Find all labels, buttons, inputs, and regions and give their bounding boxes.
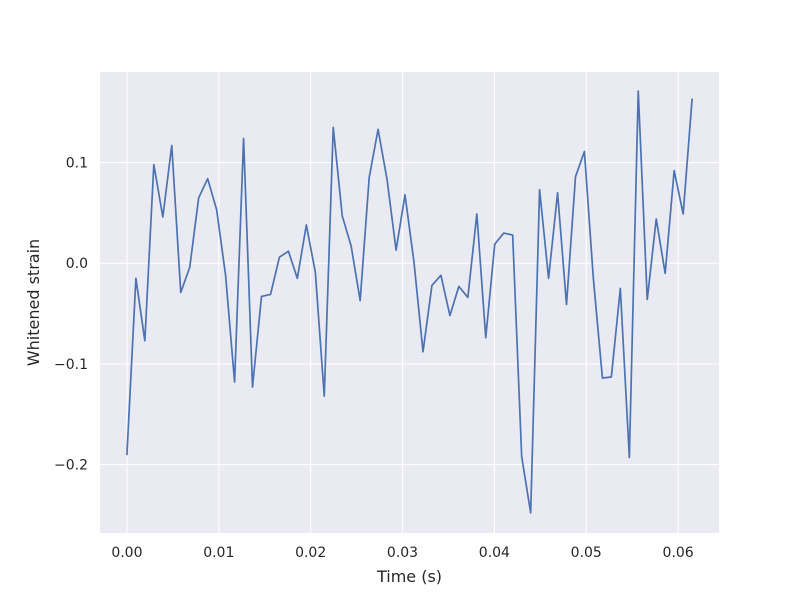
x-tick-label: 0.01: [203, 545, 234, 561]
x-tick-label: 0.05: [571, 545, 602, 561]
y-tick-label: −0.1: [54, 357, 88, 373]
y-tick-label: 0.1: [66, 156, 88, 172]
y-tick-label: −0.2: [54, 458, 88, 474]
grid: [100, 72, 719, 533]
x-tick-label: 0.06: [663, 545, 694, 561]
x-axis-ticks: 0.00 0.01 0.02 0.03 0.04 0.05 0.06: [111, 545, 693, 561]
x-axis-label: Time (s): [376, 567, 442, 586]
y-axis-label: Whitened strain: [24, 239, 43, 366]
y-tick-label: 0.0: [66, 256, 88, 272]
series-line: [126, 90, 693, 514]
y-axis-ticks: −0.2 −0.1 0.0 0.1: [54, 156, 88, 474]
x-tick-label: 0.00: [111, 545, 142, 561]
plot-area: [100, 72, 719, 533]
x-tick-label: 0.02: [295, 545, 326, 561]
series-layer: [126, 90, 693, 514]
x-tick-label: 0.04: [479, 545, 510, 561]
x-tick-label: 0.03: [387, 545, 418, 561]
